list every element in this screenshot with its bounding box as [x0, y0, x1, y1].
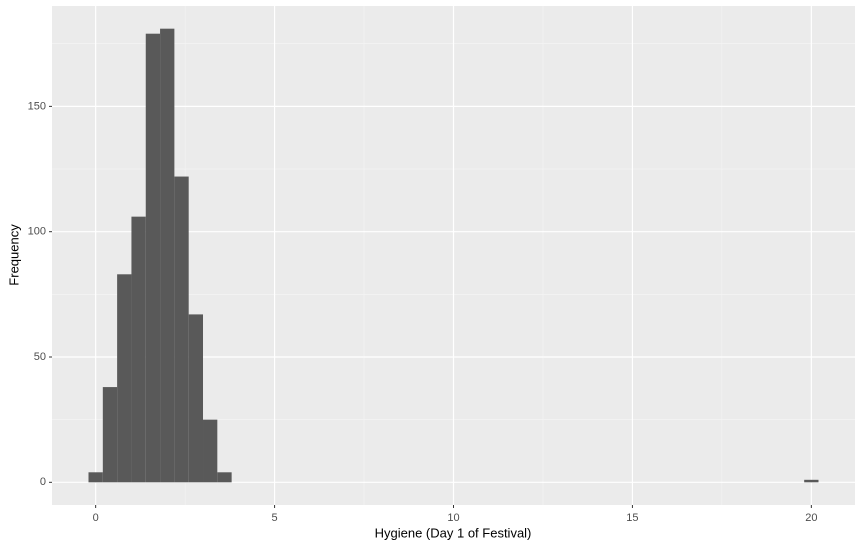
y-tick-label: 150: [28, 100, 46, 112]
x-axis-title: Hygiene (Day 1 of Festival): [375, 525, 532, 540]
x-tick-label: 15: [626, 512, 638, 524]
bar: [117, 274, 132, 483]
y-axis-title: Frequency: [6, 224, 21, 286]
x-tick-label: 20: [805, 512, 817, 524]
y-tick-label: 50: [34, 351, 46, 363]
bar: [160, 28, 175, 483]
bar: [131, 216, 146, 483]
bar: [804, 479, 819, 483]
bar: [88, 472, 103, 483]
bar: [188, 314, 204, 483]
bar: [217, 472, 232, 483]
x-tick-label: 5: [272, 512, 278, 524]
bar: [203, 419, 218, 483]
x-tick-label: 0: [93, 512, 99, 524]
bar: [102, 387, 118, 483]
bar: [174, 176, 189, 483]
y-tick-label: 100: [28, 226, 46, 238]
y-tick-label: 0: [40, 476, 46, 488]
bar: [145, 33, 161, 483]
x-tick-label: 10: [447, 512, 459, 524]
